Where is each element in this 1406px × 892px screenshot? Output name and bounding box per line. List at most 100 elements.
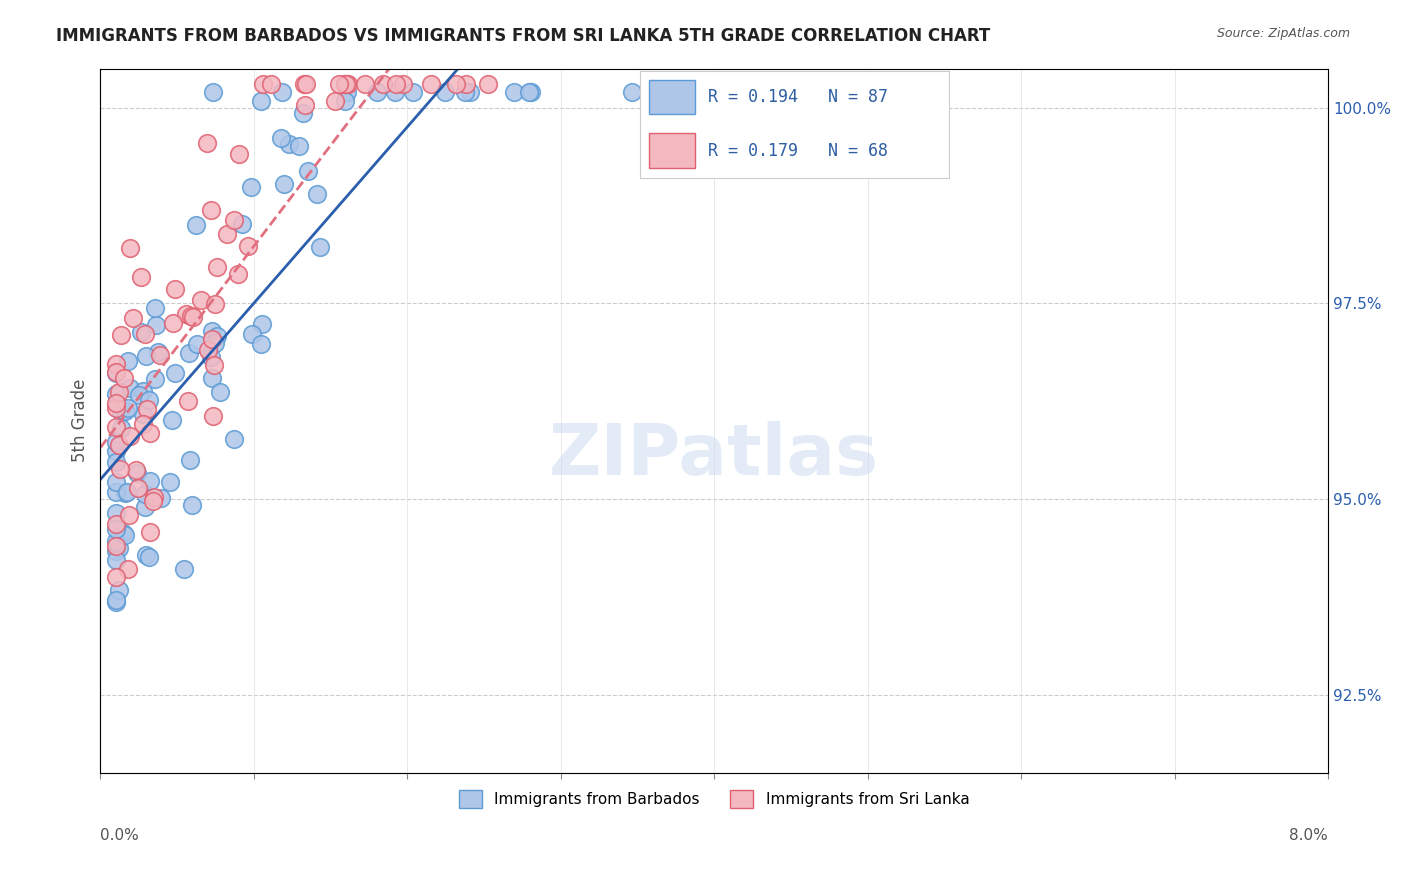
Point <box>162 317 184 331</box>
Point <box>104 540 127 554</box>
Point <box>226 267 249 281</box>
Point <box>278 136 301 151</box>
Point <box>180 498 202 512</box>
Point <box>207 260 229 274</box>
Point <box>128 388 150 402</box>
Text: R = 0.194   N = 87: R = 0.194 N = 87 <box>707 88 887 106</box>
Point <box>135 548 157 562</box>
Point <box>104 506 127 520</box>
Point <box>104 533 127 548</box>
Point <box>108 384 131 399</box>
Point <box>328 77 350 91</box>
Point <box>131 384 153 398</box>
Point <box>110 404 132 418</box>
Point <box>114 486 136 500</box>
Point <box>104 475 127 489</box>
Point <box>224 212 246 227</box>
Text: 8.0%: 8.0% <box>1289 828 1329 843</box>
Point <box>104 365 127 379</box>
Point <box>201 324 224 338</box>
Point <box>454 85 477 99</box>
Point <box>110 328 132 343</box>
Point <box>125 463 148 477</box>
Point <box>117 401 139 416</box>
Point <box>139 524 162 539</box>
Point <box>138 425 160 440</box>
Text: 0.0%: 0.0% <box>100 828 139 843</box>
Point <box>333 77 356 91</box>
Point <box>271 85 294 99</box>
Point <box>104 367 127 381</box>
Point <box>135 402 157 417</box>
Point <box>204 335 226 350</box>
Point <box>114 403 136 417</box>
Point <box>143 490 166 504</box>
Point <box>173 562 195 576</box>
Point <box>186 218 208 232</box>
Point <box>108 438 131 452</box>
Point <box>297 164 319 178</box>
Point <box>252 77 274 91</box>
Point <box>181 310 204 324</box>
Point <box>250 94 273 108</box>
Point <box>174 307 197 321</box>
Point <box>120 241 142 255</box>
Point <box>202 409 225 424</box>
Point <box>288 139 311 153</box>
Point <box>204 296 226 310</box>
Point <box>420 77 443 91</box>
Point <box>295 77 318 91</box>
Point <box>215 227 238 241</box>
Point <box>433 85 456 99</box>
Point <box>305 187 328 202</box>
Point <box>104 544 127 558</box>
Point <box>621 85 644 99</box>
Point <box>104 420 127 434</box>
Point <box>160 413 183 427</box>
Point <box>402 85 425 99</box>
Point <box>366 85 388 99</box>
Point <box>112 371 135 385</box>
Point <box>222 433 245 447</box>
Point <box>134 486 156 500</box>
Point <box>519 85 541 99</box>
Point <box>104 570 127 584</box>
Y-axis label: 5th Grade: 5th Grade <box>72 379 89 462</box>
Point <box>333 95 356 109</box>
Point <box>138 392 160 407</box>
Point <box>228 146 250 161</box>
Point <box>132 407 155 421</box>
Point <box>107 541 129 555</box>
Point <box>143 372 166 386</box>
Point <box>240 326 263 341</box>
Point <box>159 475 181 489</box>
Point <box>294 98 316 112</box>
Point <box>186 336 208 351</box>
Point <box>104 592 127 607</box>
Point <box>146 345 169 359</box>
Point <box>120 429 142 443</box>
Point <box>110 421 132 435</box>
Point <box>127 481 149 495</box>
Point <box>104 454 127 468</box>
Point <box>104 443 127 458</box>
Point <box>292 77 315 91</box>
Point <box>104 595 127 609</box>
Point <box>104 553 127 567</box>
Bar <box>650 80 696 114</box>
Point <box>165 282 187 296</box>
Point <box>200 350 222 364</box>
Point <box>201 371 224 385</box>
Text: ZIPatlas: ZIPatlas <box>550 421 879 491</box>
Point <box>503 85 526 99</box>
Point <box>250 317 273 331</box>
Point <box>270 131 292 145</box>
Point <box>122 310 145 325</box>
Point <box>385 77 408 91</box>
Point <box>104 357 127 371</box>
Point <box>143 301 166 315</box>
Text: Source: ZipAtlas.com: Source: ZipAtlas.com <box>1216 27 1350 40</box>
Point <box>104 387 127 401</box>
Point <box>205 328 228 343</box>
Point <box>108 582 131 597</box>
